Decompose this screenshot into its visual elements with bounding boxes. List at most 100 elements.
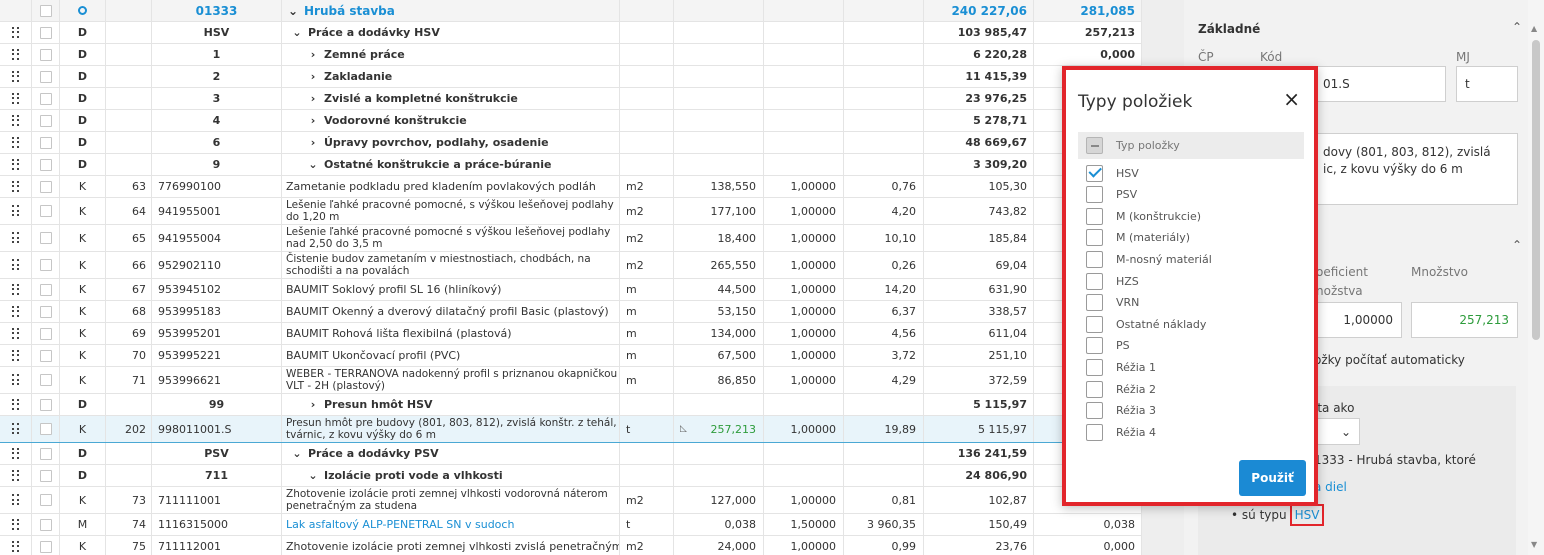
chevron-down-icon[interactable]: ⌄ (292, 26, 302, 39)
type-option[interactable]: Réžia 1 (1086, 357, 1156, 377)
type-option[interactable]: Réžia 3 (1086, 401, 1156, 421)
row-checkbox-cell[interactable] (32, 487, 60, 513)
row-unit-price[interactable]: 4,56 (844, 323, 924, 344)
row-quantity[interactable]: 67,500 (674, 345, 764, 366)
row-checkbox-cell[interactable] (32, 301, 60, 322)
row-checkbox[interactable] (39, 423, 52, 435)
drag-handle-icon[interactable] (0, 252, 32, 278)
row-quantity[interactable]: 127,000 (674, 487, 764, 513)
drag-handle-icon[interactable] (0, 301, 32, 322)
row-quantity[interactable]: 24,000 (674, 536, 764, 555)
row-checkbox[interactable] (39, 398, 52, 411)
item-row[interactable]: M 74 1116315000 Lak asfaltový ALP-PENETRAL … (0, 514, 1142, 536)
section-row[interactable]: D 99 › Presun hmôt HSV 5 115,97 (0, 394, 1142, 416)
row-quantity[interactable]: 44,500 (674, 279, 764, 300)
code-field[interactable]: 01.S (1314, 66, 1446, 102)
chevron-right-icon[interactable]: › (310, 48, 316, 61)
chevron-right-icon[interactable]: › (310, 136, 316, 149)
row-quantity[interactable]: 177,100 (674, 198, 764, 224)
mj-field[interactable]: t (1456, 66, 1518, 102)
row-coefficient[interactable]: 1,00000 (764, 416, 844, 442)
type-option[interactable]: PSV (1086, 185, 1137, 205)
row-coefficient[interactable]: 1,00000 (764, 225, 844, 251)
row-checkbox-cell[interactable] (32, 132, 60, 153)
row-coefficient[interactable]: 1,00000 (764, 301, 844, 322)
row-unit-price[interactable]: 10,10 (844, 225, 924, 251)
row-checkbox[interactable] (39, 232, 52, 244)
row-checkbox-cell[interactable] (32, 279, 60, 300)
section-row[interactable]: D 6 › Úpravy povrchov, podlahy, osadenie 48 … (0, 132, 1142, 154)
row-checkbox[interactable] (39, 205, 52, 217)
item-row[interactable]: K 67 953945102 BAUMIT Soklový profil SL 16 … (0, 279, 1142, 301)
row-checkbox[interactable] (39, 327, 52, 340)
type-option[interactable]: Ostatné náklady (1086, 314, 1206, 334)
row-checkbox-cell[interactable] (32, 367, 60, 393)
item-row[interactable]: K 66 952902110 Čistenie budov zametaním v m… (0, 252, 1142, 279)
row-coefficient[interactable]: 1,50000 (764, 514, 844, 535)
type-option[interactable]: Réžia 2 (1086, 379, 1156, 399)
scroll-up-arrow-icon[interactable]: ▲ (1531, 24, 1538, 33)
section-row[interactable]: D PSV ⌄ Práce a dodávky PSV 136 241,59 (0, 443, 1142, 465)
drag-handle-icon[interactable] (0, 22, 32, 43)
chevron-down-icon[interactable]: ⌄ (292, 447, 302, 460)
row-checkbox[interactable] (39, 447, 52, 460)
item-row[interactable]: K 64 941955001 Lešenie ľahké pracovné pomoc… (0, 198, 1142, 225)
chevron-right-icon[interactable]: › (310, 92, 316, 105)
type-option-checkbox[interactable] (1086, 402, 1103, 420)
root-checkbox-cell[interactable] (32, 0, 60, 21)
type-option-checkbox[interactable] (1086, 380, 1103, 398)
row-checkbox[interactable] (39, 349, 52, 362)
drag-handle-icon[interactable] (0, 416, 32, 442)
row-quantity[interactable]: 18,400 (674, 225, 764, 251)
scroll-thumb[interactable] (1532, 40, 1540, 340)
row-coefficient[interactable]: 1,00000 (764, 367, 844, 393)
section-row[interactable]: D 2 › Zakladanie 11 415,39 (0, 66, 1142, 88)
chevron-down-icon[interactable]: ⌄ (308, 469, 318, 482)
row-checkbox[interactable] (39, 26, 52, 39)
description-field[interactable]: dovy (801, 803, 812), zvislá ic, z kovu … (1314, 133, 1518, 205)
row-checkbox[interactable] (39, 92, 52, 105)
section-row[interactable]: D 711 ⌄ Izolácie proti vode a vlhkosti 24 80… (0, 465, 1142, 487)
section-row[interactable]: D 4 › Vodorovné konštrukcie 5 278,71 (0, 110, 1142, 132)
row-checkbox-cell[interactable] (32, 443, 60, 464)
drag-handle-icon[interactable] (0, 443, 32, 464)
row-unit-price[interactable]: 0,26 (844, 252, 924, 278)
drag-handle-icon[interactable] (0, 110, 32, 131)
drag-handle-icon[interactable] (0, 345, 32, 366)
section-name-cell[interactable]: ⌄ Práce a dodávky PSV (282, 443, 620, 464)
row-coefficient[interactable]: 1,00000 (764, 176, 844, 197)
grid-root-row[interactable]: 01333 ⌄ Hrubá stavba 240 227,06 281,085 (0, 0, 1142, 22)
drag-handle-icon[interactable] (0, 367, 32, 393)
row-coefficient[interactable]: 1,00000 (764, 323, 844, 344)
row-checkbox[interactable] (39, 283, 52, 296)
row-checkbox-cell[interactable] (32, 176, 60, 197)
type-option[interactable]: M (materiály) (1086, 228, 1190, 248)
row-description[interactable]: Lak asfaltový ALP-PENETRAL SN v sudoch (282, 514, 620, 535)
close-icon[interactable]: × (1283, 87, 1300, 111)
section-name-cell[interactable]: › Presun hmôt HSV (282, 394, 620, 415)
item-row[interactable]: K 63 776990100 Zametanie podkladu pred klad… (0, 176, 1142, 198)
row-checkbox-cell[interactable] (32, 416, 60, 442)
row-checkbox[interactable] (39, 259, 52, 271)
type-option[interactable]: HZS (1086, 271, 1139, 291)
row-checkbox[interactable] (39, 469, 52, 482)
drag-handle-icon[interactable] (0, 132, 32, 153)
row-coefficient[interactable]: 1,00000 (764, 345, 844, 366)
select-all-checkbox[interactable] (39, 4, 52, 17)
item-row[interactable]: K 65 941955004 Lešenie ľahké pracovné pomoc… (0, 225, 1142, 252)
drag-handle-icon[interactable] (0, 465, 32, 486)
type-option[interactable]: VRN (1086, 293, 1139, 313)
root-name-cell[interactable]: ⌄ Hrubá stavba (282, 0, 620, 21)
row-unit-price[interactable]: 3,72 (844, 345, 924, 366)
row-unit-price[interactable]: 0,76 (844, 176, 924, 197)
add-part-link[interactable]: a diel (1314, 480, 1347, 494)
section-name-cell[interactable]: › Úpravy povrchov, podlahy, osadenie (282, 132, 620, 153)
type-option-checkbox[interactable] (1086, 207, 1103, 225)
row-quantity[interactable]: 53,150 (674, 301, 764, 322)
row-quantity[interactable]: 86,850 (674, 367, 764, 393)
coefficient-field[interactable]: 1,00000 (1314, 302, 1402, 338)
row-unit-price[interactable]: 0,99 (844, 536, 924, 555)
drag-handle-icon[interactable] (0, 514, 32, 535)
section-name-cell[interactable]: ⌄ Práce a dodávky HSV (282, 22, 620, 43)
section-row[interactable]: D 1 › Zemné práce 6 220,28 0,000 (0, 44, 1142, 66)
